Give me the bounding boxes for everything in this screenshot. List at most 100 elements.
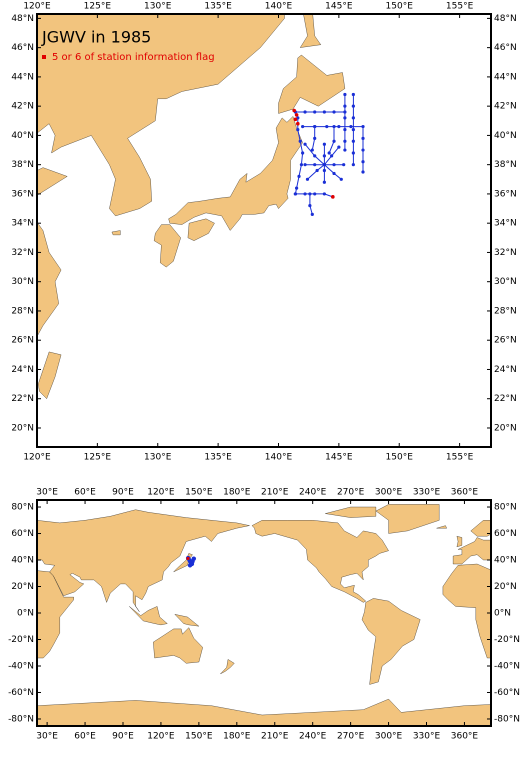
x-tick-label: 120°E <box>147 488 175 498</box>
station <box>308 192 312 196</box>
land <box>452 537 491 565</box>
x-tick-label: 140°E <box>265 2 293 12</box>
flagged-station <box>292 108 296 113</box>
station <box>361 170 365 174</box>
flagged-station <box>293 117 298 122</box>
station <box>313 136 317 140</box>
station <box>361 148 365 152</box>
y-tick-label: 42°N <box>11 102 34 112</box>
x-tick-label: 60°E <box>74 488 96 498</box>
station <box>332 163 336 167</box>
land <box>37 14 285 337</box>
y-tick-label: 22°N <box>11 394 34 404</box>
land <box>442 563 491 659</box>
x-tick-label: 120°E <box>23 2 51 12</box>
legend-marker <box>42 55 46 59</box>
station <box>313 154 317 158</box>
y-tick-label: 60°N <box>11 529 34 539</box>
station <box>332 139 336 143</box>
station <box>322 110 326 114</box>
station <box>310 212 314 217</box>
x-tick-label: 120°E <box>147 732 175 742</box>
y-tick-label: 0°N <box>494 609 511 619</box>
station <box>351 139 355 143</box>
station <box>342 163 346 167</box>
station <box>303 163 307 167</box>
station <box>337 125 341 129</box>
y-tick-label: 20°N <box>494 582 517 592</box>
x-tick-label: 155°E <box>446 453 474 463</box>
station <box>313 125 317 129</box>
legend-label: 5 or 6 of station information flag <box>52 52 215 63</box>
x-tick-label: 360°E <box>451 488 479 498</box>
land <box>187 218 215 241</box>
y-tick-label: 20°N <box>11 423 34 433</box>
x-tick-label: 180°E <box>223 488 251 498</box>
x-tick-label: 180°E <box>223 732 251 742</box>
bottom-map-land <box>37 504 491 726</box>
y-tick-label: 24°N <box>11 365 34 375</box>
land <box>168 116 303 231</box>
y-tick-label: 30°N <box>11 277 34 287</box>
x-tick-label: 240°E <box>299 488 327 498</box>
x-tick-label: 30°E <box>36 732 58 742</box>
land <box>174 614 200 627</box>
y-tick-label: 36°N <box>11 189 34 199</box>
flagged-station <box>331 195 335 199</box>
x-tick-label: 240°E <box>299 732 327 742</box>
station <box>351 127 355 132</box>
y-tick-label: 42°N <box>494 102 517 112</box>
x-tick-label: 120°E <box>23 453 51 463</box>
y-tick-label: 22°N <box>494 394 517 404</box>
station <box>296 127 300 132</box>
station <box>332 125 336 129</box>
x-tick-label: 150°E <box>185 732 213 742</box>
x-tick-label: 150°E <box>386 2 414 12</box>
map-title: JGWV in 1985 <box>41 28 151 47</box>
station <box>361 160 365 164</box>
x-tick-label: 135°E <box>204 453 232 463</box>
land <box>153 627 203 664</box>
x-tick-label: 330°E <box>413 488 441 498</box>
y-tick-label: 48°N <box>494 14 517 24</box>
station <box>295 186 299 190</box>
x-tick-label: 155°E <box>446 2 474 12</box>
x-tick-label: 145°E <box>325 453 353 463</box>
y-tick-label: 26°N <box>494 336 517 346</box>
y-tick-label: 48°N <box>11 14 34 24</box>
land <box>37 509 250 612</box>
track-line <box>302 126 364 172</box>
y-tick-label: -20°N <box>494 635 520 645</box>
station <box>303 192 307 196</box>
top-map-land <box>37 14 346 399</box>
y-tick-label: 0°N <box>17 609 34 619</box>
station <box>337 145 341 149</box>
station <box>299 163 304 167</box>
x-tick-label: 150°E <box>185 488 213 498</box>
land <box>361 598 421 685</box>
y-tick-label: 46°N <box>494 43 517 53</box>
y-tick-label: 34°N <box>11 219 34 229</box>
station <box>313 163 317 167</box>
station <box>305 177 310 181</box>
station <box>293 192 297 196</box>
station <box>315 168 319 173</box>
y-tick-label: 36°N <box>494 189 517 199</box>
x-tick-label: 30°E <box>36 488 58 498</box>
track-line <box>294 117 304 195</box>
x-tick-label: 140°E <box>265 453 293 463</box>
top-map-frame <box>36 13 492 448</box>
station <box>303 110 307 114</box>
y-tick-label: 44°N <box>11 72 34 82</box>
station <box>313 110 317 114</box>
land <box>375 504 440 534</box>
x-tick-label: 150°E <box>386 453 414 463</box>
station <box>361 125 365 129</box>
land <box>325 506 377 518</box>
flagged-station <box>294 113 299 117</box>
y-tick-label: -60°N <box>494 688 520 698</box>
station <box>313 192 317 196</box>
land <box>38 351 62 399</box>
station <box>297 174 301 178</box>
y-tick-label: 34°N <box>494 219 517 229</box>
